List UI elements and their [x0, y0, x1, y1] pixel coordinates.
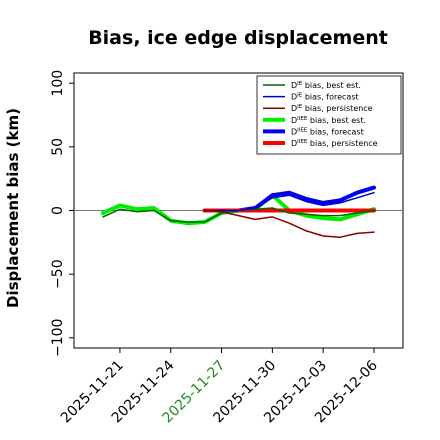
series-line-4: [202, 185, 376, 213]
y-tick-label: 50: [50, 138, 66, 156]
y-tick-label: 100: [50, 70, 66, 97]
legend-label-2: DIE bias, persistence: [291, 104, 373, 113]
y-tick-label: −50: [50, 259, 66, 289]
y-tick-label: −100: [50, 319, 66, 357]
y-axis: −100 −50 0 50 100: [50, 70, 74, 357]
legend-label-5: DIIEE bias, persistence: [291, 139, 378, 148]
x-axis: 2025-11-212025-11-242025-11-272025-11-30…: [58, 348, 381, 426]
series-line-2: [203, 209, 375, 238]
legend-label-3: DIIEE bias, best est.: [291, 116, 366, 125]
chart-title: Bias, ice edge displacement: [88, 27, 388, 49]
y-axis-label: Displacement bias (km): [4, 108, 22, 308]
legend: DIE bias, best est. DIE bias, forecast DIE…: [256, 75, 402, 155]
series-layer: [101, 185, 376, 238]
legend-label-0: DIE bias, best est.: [291, 81, 361, 90]
legend-label-4: DIIEE bias, forecast: [291, 127, 364, 136]
y-tick-label: 0: [50, 206, 66, 215]
series-line-1: [203, 191, 375, 212]
legend-label-1: DIE bias, forecast: [291, 93, 359, 102]
